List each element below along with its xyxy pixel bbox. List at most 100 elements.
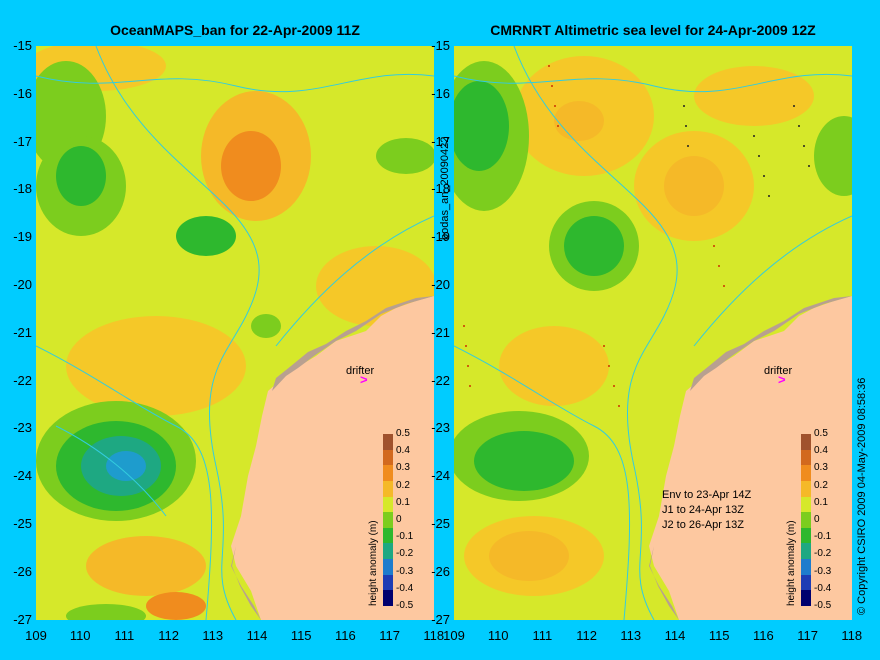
left-map-panel [36, 46, 434, 620]
colorbar-tick-label: -0.5 [396, 600, 414, 611]
y-tick-label: -18 [13, 181, 32, 197]
y-tick-label: -27 [13, 611, 32, 627]
colorbar-tick-label: -0.5 [814, 600, 832, 611]
y-tick-label: -26 [431, 563, 450, 579]
y-tick-label: -17 [13, 133, 32, 149]
y-tick-label: -22 [13, 372, 32, 388]
y-tick-label: -26 [13, 563, 32, 579]
y-tick-label: -27 [431, 611, 450, 627]
colorbar-swatch [383, 512, 393, 529]
colorbar-swatch [801, 465, 811, 482]
colorbar-tick-label: 0.4 [396, 445, 410, 457]
y-tick-label: -16 [431, 85, 450, 101]
colorbar-tick-label: 0.2 [814, 479, 828, 491]
colorbar-swatch [801, 480, 811, 498]
right-map-title: CMRNRT Altimetric sea level for 24-Apr-2… [490, 22, 816, 38]
left-drifter-label: drifter [346, 365, 375, 377]
colorbar-tick-label: -0.2 [814, 548, 832, 560]
colorbar-swatch [383, 480, 393, 498]
colorbar-tick-label: 0.3 [814, 462, 828, 474]
y-tick-label: -15 [13, 38, 32, 53]
y-tick-label: -20 [13, 277, 32, 292]
x-tick-label: 116 [753, 628, 774, 643]
colorbar-tick-label: 0.5 [814, 428, 828, 439]
colorbar-tick-label: -0.3 [396, 565, 414, 577]
y-tick-label: -22 [431, 372, 450, 388]
colorbar-title: height anomaly (m) [368, 520, 379, 606]
x-tick-label: 115 [708, 628, 730, 643]
colorbar-swatch [383, 543, 393, 560]
colorbar-swatch [383, 574, 393, 591]
colorbar-tick-label: 0.1 [814, 496, 828, 508]
y-tick-label: -18 [431, 181, 450, 197]
x-tick-label: 116 [335, 628, 356, 643]
y-tick-label: -21 [13, 324, 32, 340]
colorbar-tick-label: -0.1 [396, 531, 414, 543]
colorbar-swatch [383, 434, 393, 451]
y-tick-label: -19 [13, 229, 32, 245]
colorbar-tick-label: 0.1 [396, 496, 410, 508]
colorbar-swatch [801, 449, 811, 466]
y-tick-label: -23 [13, 420, 32, 436]
y-tick-label: -19 [431, 229, 450, 245]
colorbar-tick-label: -0.4 [396, 582, 414, 594]
x-tick-label: 113 [202, 628, 224, 643]
x-tick-label: 114 [664, 628, 686, 643]
x-tick-label: 117 [797, 628, 818, 643]
colorbar-swatch [801, 574, 811, 591]
colorbar-swatch [801, 496, 811, 513]
y-tick-label: -15 [431, 38, 450, 53]
right-drifter-arrow-icon: > [778, 372, 786, 387]
x-tick-label: 109 [443, 628, 465, 643]
y-tick-label: -21 [431, 324, 450, 340]
x-tick-label: 113 [620, 628, 642, 643]
altimetry-legend: Env to 23-Apr 14Z J1 to 24-Apr 13Z J2 to… [662, 488, 751, 533]
colorbar-swatch [383, 496, 393, 513]
y-tick-label: -17 [431, 133, 450, 149]
colorbar-tick-label: -0.2 [396, 548, 414, 560]
x-tick-label: 118 [423, 628, 445, 643]
x-tick-label: 118 [841, 628, 863, 643]
colorbar-swatch [801, 590, 811, 607]
x-tick-label: 110 [487, 628, 509, 643]
y-tick-label: -24 [431, 468, 450, 484]
colorbar-tick-label: -0.4 [814, 582, 832, 594]
colorbar-tick-label: 0.4 [814, 445, 828, 457]
colorbar-swatch [801, 543, 811, 560]
legend-jason1: J1 to 24-Apr 13Z [662, 504, 744, 516]
x-tick-label: 110 [69, 628, 91, 643]
colorbar-tick-label: 0 [396, 514, 402, 525]
copyright-label: © Copyright CSIRO 2009 04-May-2009 08:58… [856, 377, 868, 615]
colorbar-swatch [383, 449, 393, 466]
colorbar-swatch [801, 559, 811, 576]
colorbar-tick-label: -0.3 [814, 565, 832, 577]
right-drifter-label: drifter [764, 365, 793, 377]
legend-jason2: J2 to 26-Apr 13Z [662, 519, 744, 531]
x-tick-label: 114 [246, 628, 268, 643]
colorbar-tick-label: 0.2 [396, 479, 410, 491]
y-tick-label: -25 [13, 516, 32, 531]
colorbar-tick-label: 0 [814, 514, 820, 525]
colorbar-swatch [801, 527, 811, 544]
y-tick-label: -16 [13, 85, 32, 101]
colorbar-swatch [801, 434, 811, 451]
colorbar-swatch [383, 527, 393, 544]
y-tick-label: -25 [431, 516, 450, 531]
colorbar-swatch [383, 590, 393, 607]
side-run-label: bodas_an_20090422 [439, 136, 451, 240]
colorbar-swatch [383, 465, 393, 482]
colorbar-swatch [383, 559, 393, 576]
x-tick-label: 109 [25, 628, 47, 643]
colorbar-swatch [801, 512, 811, 529]
y-tick-label: -23 [431, 420, 450, 436]
y-tick-label: -24 [13, 468, 32, 484]
x-tick-label: 111 [114, 628, 135, 643]
colorbar-tick-label: -0.1 [814, 531, 832, 543]
x-tick-label: 112 [158, 628, 179, 643]
left-map-field [36, 46, 434, 620]
x-tick-label: 112 [576, 628, 597, 643]
left-drifter-arrow-icon: > [360, 372, 368, 387]
colorbar-tick-label: 0.5 [396, 428, 410, 439]
x-tick-label: 115 [290, 628, 312, 643]
colorbar-tick-label: 0.3 [396, 462, 410, 474]
